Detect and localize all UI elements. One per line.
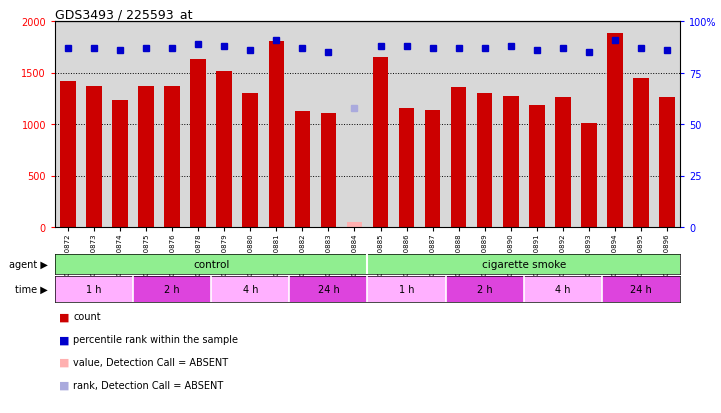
Bar (133, 276, 211, 302)
Text: control: control (193, 259, 229, 269)
Bar (216, 72, 232, 228)
Text: 4 h: 4 h (555, 284, 570, 294)
Bar (55, 254, 368, 274)
Bar (87, 87, 102, 228)
Bar (55, 276, 133, 302)
Bar (451, 88, 466, 228)
Text: agent ▶: agent ▶ (9, 259, 48, 269)
Bar (368, 276, 446, 302)
Text: 2 h: 2 h (164, 284, 180, 294)
Bar (211, 276, 289, 302)
Bar (112, 101, 128, 228)
Text: rank, Detection Call = ABSENT: rank, Detection Call = ABSENT (73, 380, 224, 390)
Bar (425, 110, 441, 228)
Text: 24 h: 24 h (317, 284, 340, 294)
Text: ■: ■ (58, 357, 69, 367)
Bar (607, 34, 623, 228)
Bar (581, 123, 597, 228)
Bar (555, 98, 570, 228)
Bar (268, 41, 284, 228)
Text: 24 h: 24 h (630, 284, 652, 294)
Text: percentile rank within the sample: percentile rank within the sample (73, 335, 238, 344)
Bar (164, 87, 180, 228)
Bar (321, 114, 336, 228)
Text: cigarette smoke: cigarette smoke (482, 259, 566, 269)
Text: value, Detection Call = ABSENT: value, Detection Call = ABSENT (73, 357, 228, 367)
Text: ■: ■ (58, 312, 69, 322)
Bar (529, 106, 544, 228)
Bar (368, 254, 680, 274)
Text: ■: ■ (58, 335, 69, 344)
Bar (289, 276, 368, 302)
Text: 1 h: 1 h (87, 284, 102, 294)
Bar (503, 97, 518, 228)
Bar (347, 222, 362, 228)
Bar (477, 94, 492, 228)
Bar (373, 58, 389, 228)
Text: 1 h: 1 h (399, 284, 415, 294)
Bar (399, 108, 415, 228)
Text: ■: ■ (58, 380, 69, 390)
Bar (61, 81, 76, 228)
Bar (295, 112, 310, 228)
Bar (138, 87, 154, 228)
Text: time ▶: time ▶ (15, 284, 48, 294)
Bar (190, 60, 206, 228)
Text: 4 h: 4 h (242, 284, 258, 294)
Text: 2 h: 2 h (477, 284, 492, 294)
Bar (523, 276, 602, 302)
Bar (602, 276, 680, 302)
Bar (633, 78, 649, 228)
Bar (242, 94, 258, 228)
Text: count: count (73, 312, 101, 322)
Bar (446, 276, 523, 302)
Bar (659, 98, 675, 228)
Text: GDS3493 / 225593_at: GDS3493 / 225593_at (55, 8, 193, 21)
